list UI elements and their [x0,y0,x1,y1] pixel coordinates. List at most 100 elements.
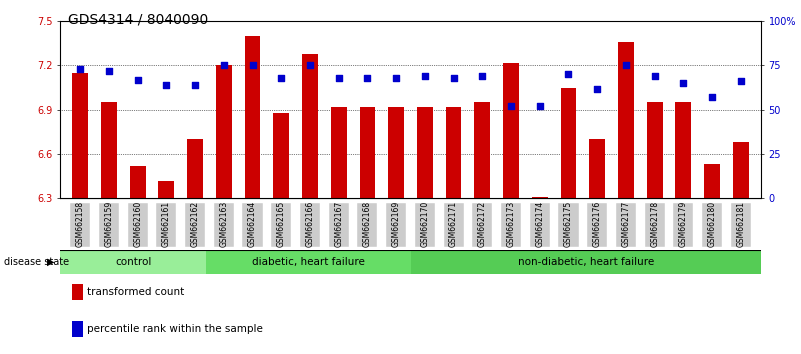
Bar [388,107,404,198]
Bar [302,54,318,198]
Bar [72,73,88,198]
Point [447,75,460,81]
Bar [127,203,147,247]
Bar [206,250,410,274]
Bar [590,139,605,198]
Text: GSM662169: GSM662169 [392,201,400,247]
Point [74,66,87,72]
Point [390,75,403,81]
Point [189,82,202,88]
Text: diabetic, heart failure: diabetic, heart failure [252,257,364,267]
Text: GSM662167: GSM662167 [334,201,343,247]
Point [332,75,345,81]
Point [131,77,144,82]
Point [275,75,288,81]
Bar [532,197,548,198]
Point [217,63,230,68]
Text: GSM662175: GSM662175 [564,201,573,247]
Text: GSM662161: GSM662161 [162,201,171,247]
Bar [99,203,119,247]
Point [677,80,690,86]
Bar [243,203,263,247]
Text: non-diabetic, heart failure: non-diabetic, heart failure [517,257,654,267]
Bar [216,65,231,198]
Text: GSM662179: GSM662179 [679,201,688,247]
Text: percentile rank within the sample: percentile rank within the sample [87,324,263,334]
Bar [70,203,91,247]
Bar [410,250,761,274]
Text: GSM662171: GSM662171 [449,201,458,247]
Bar [702,203,723,247]
Bar [273,113,289,198]
Bar [704,164,720,198]
Text: GSM662174: GSM662174 [535,201,544,247]
Bar [503,63,519,198]
Point [735,79,747,84]
Bar [675,102,691,198]
Bar [60,250,206,274]
Bar [473,203,493,247]
Text: transformed count: transformed count [87,287,183,297]
Text: GSM662166: GSM662166 [305,201,315,247]
Point [505,103,517,109]
Bar [674,203,694,247]
Point [706,95,718,100]
Text: GSM662165: GSM662165 [277,201,286,247]
Bar [561,87,577,198]
Text: disease state: disease state [4,257,69,267]
Bar [386,203,406,247]
Bar [187,139,203,198]
Text: GSM662158: GSM662158 [75,201,85,247]
Point [591,86,604,91]
Text: GSM662177: GSM662177 [622,201,630,247]
Bar [415,203,435,247]
Bar [646,102,662,198]
Text: GSM662170: GSM662170 [421,201,429,247]
Bar [101,102,117,198]
Point [619,63,632,68]
Point [648,73,661,79]
Bar [130,166,146,198]
Bar [474,102,490,198]
Bar [616,203,636,247]
Text: ▶: ▶ [47,257,54,267]
Text: GSM662160: GSM662160 [133,201,142,247]
Text: GSM662181: GSM662181 [736,201,746,247]
Point [361,75,374,81]
Bar [357,203,377,247]
Bar [244,36,260,198]
Text: GSM662176: GSM662176 [593,201,602,247]
Point [160,82,173,88]
Bar [444,203,464,247]
Bar [300,203,320,247]
Bar [331,107,347,198]
Bar [445,107,461,198]
Bar [156,203,176,247]
Text: GSM662172: GSM662172 [478,201,487,247]
Bar [185,203,205,247]
Text: GSM662180: GSM662180 [707,201,717,247]
Point [103,68,115,74]
Bar [272,203,292,247]
Text: GSM662159: GSM662159 [104,201,114,247]
Bar [618,42,634,198]
Bar [731,203,751,247]
Bar [587,203,607,247]
Bar [558,203,578,247]
Point [533,103,546,109]
Point [562,72,575,77]
Text: GSM662168: GSM662168 [363,201,372,247]
Bar [645,203,665,247]
Bar [360,107,376,198]
Text: GSM662162: GSM662162 [191,201,199,247]
Bar [501,203,521,247]
Bar [417,107,433,198]
Bar [529,203,549,247]
Text: GSM662178: GSM662178 [650,201,659,247]
Bar [159,181,175,198]
Bar [328,203,348,247]
Text: GSM662163: GSM662163 [219,201,228,247]
Text: GSM662173: GSM662173 [506,201,516,247]
Text: control: control [115,257,151,267]
Bar [214,203,234,247]
